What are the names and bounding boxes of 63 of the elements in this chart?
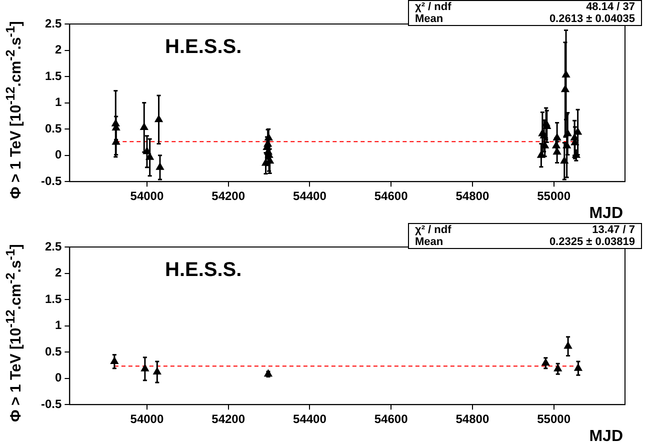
annotation: Mean bbox=[415, 236, 444, 248]
annotation: 0.2613 ± 0.04035 bbox=[549, 13, 635, 25]
x-tick-label: 54600 bbox=[374, 412, 408, 426]
point bbox=[574, 128, 582, 135]
y-tick-label: 2.5 bbox=[44, 239, 62, 254]
y-tick-label: -0.5 bbox=[40, 174, 62, 188]
text: 13.47 / 7 bbox=[591, 224, 635, 236]
point bbox=[564, 129, 572, 136]
x-tick-label: 54400 bbox=[293, 189, 327, 204]
x-tick-label: 54400 bbox=[293, 412, 327, 426]
y-tick-label: 1 bbox=[54, 95, 62, 110]
y-tick-label: 1.5 bbox=[44, 292, 62, 306]
point bbox=[153, 368, 162, 375]
annotation: H.E.S.S. bbox=[165, 36, 242, 59]
point bbox=[562, 141, 571, 148]
point bbox=[564, 342, 572, 349]
text: 48.14 / 37 bbox=[585, 1, 635, 13]
y-tick-label: 1 bbox=[54, 318, 62, 332]
y-tick-label: 0 bbox=[54, 148, 62, 162]
text: χ² / ndf bbox=[415, 1, 452, 13]
x-axis-title: MJD bbox=[589, 205, 623, 223]
point bbox=[561, 85, 570, 92]
x-tick-label: 55000 bbox=[537, 189, 571, 204]
point bbox=[143, 147, 151, 154]
y-tick-label: 0.5 bbox=[44, 121, 62, 136]
y-tick-label: 2 bbox=[54, 266, 62, 280]
point bbox=[140, 122, 148, 130]
point bbox=[154, 115, 163, 122]
x-tick-label: 54200 bbox=[212, 189, 246, 204]
point bbox=[140, 364, 149, 372]
point bbox=[540, 131, 548, 138]
annotation: H.E.S.S. bbox=[165, 259, 242, 282]
point bbox=[574, 364, 582, 371]
x-tick-label: 54000 bbox=[130, 412, 164, 426]
point bbox=[112, 138, 120, 145]
x-tick-label: 54600 bbox=[374, 189, 408, 204]
point bbox=[553, 134, 562, 140]
x-tick-label: 55000 bbox=[537, 412, 571, 426]
x-tick-label: 54200 bbox=[212, 412, 246, 426]
x-tick-label: 54800 bbox=[456, 412, 490, 426]
x-axis-title: MJD bbox=[589, 428, 623, 446]
y-tick-label: 1.5 bbox=[44, 68, 62, 83]
annotation: 0.2325 ± 0.03819 bbox=[549, 236, 635, 248]
x-tick-label: 54800 bbox=[456, 189, 490, 204]
point bbox=[552, 141, 560, 148]
point bbox=[553, 148, 562, 155]
y-tick-label: 0.5 bbox=[44, 344, 62, 358]
annotation: Mean bbox=[415, 13, 444, 25]
point bbox=[110, 357, 118, 364]
text: χ² / ndf bbox=[415, 224, 452, 236]
y-tick-label: -0.5 bbox=[40, 396, 62, 411]
point bbox=[562, 70, 570, 78]
point bbox=[554, 364, 562, 372]
x-tick-label: 54000 bbox=[130, 189, 164, 204]
y-tick-label: 2 bbox=[54, 42, 62, 57]
point bbox=[542, 358, 550, 366]
y-tick-label: 0 bbox=[54, 370, 62, 385]
point bbox=[537, 150, 546, 158]
point bbox=[156, 162, 164, 170]
y-tick-label: 2.5 bbox=[44, 16, 62, 30]
point bbox=[264, 134, 273, 140]
point bbox=[560, 156, 568, 164]
point bbox=[572, 150, 580, 158]
